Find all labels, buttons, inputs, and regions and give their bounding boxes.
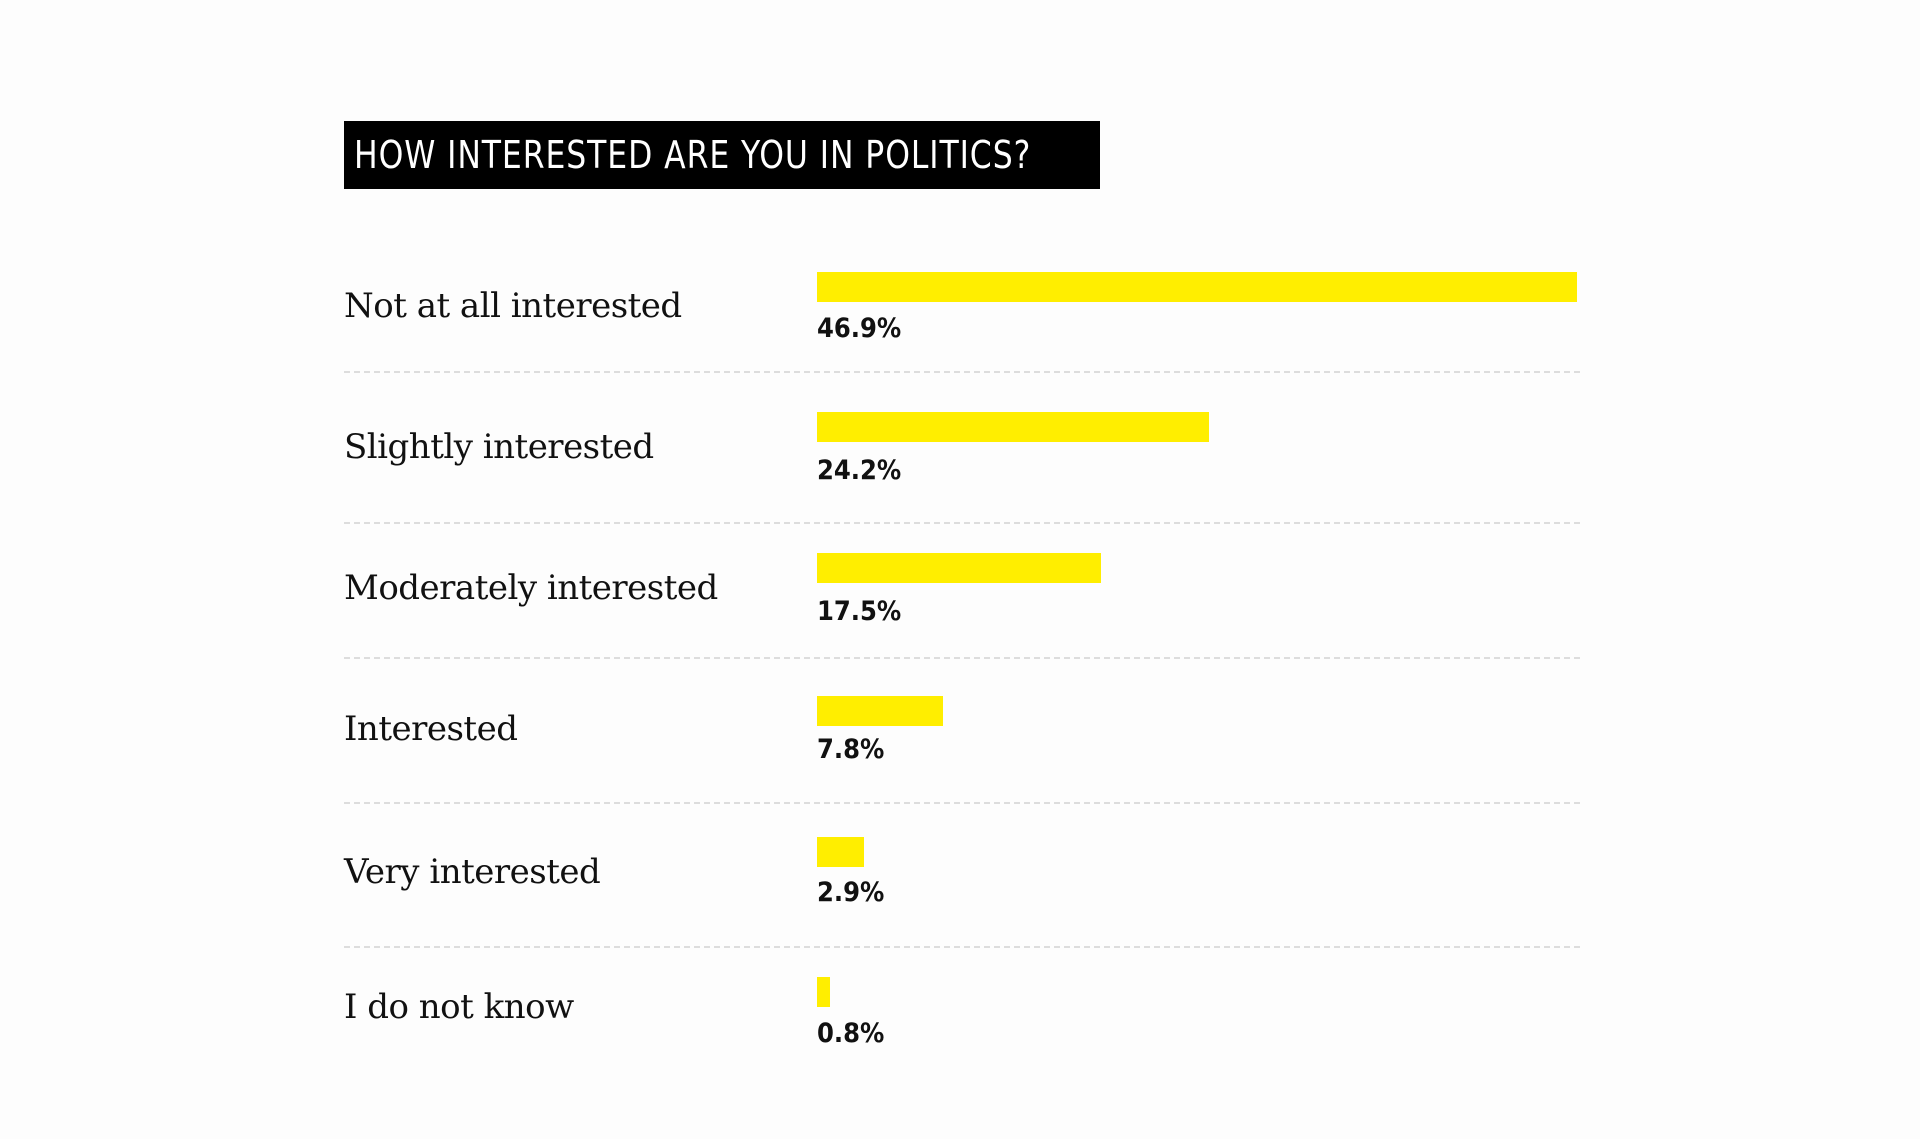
value-label: 24.2% <box>817 455 902 486</box>
value-label: 7.8% <box>817 734 885 765</box>
chart-title-box: HOW INTERESTED ARE YOU IN POLITICS? <box>344 121 1101 189</box>
category-label: Very interested <box>344 852 601 892</box>
row-divider <box>344 522 1580 524</box>
bar <box>817 272 1577 302</box>
chart-title: HOW INTERESTED ARE YOU IN POLITICS? <box>354 133 1032 177</box>
value-label: 46.9% <box>817 313 902 344</box>
row-divider <box>344 371 1580 373</box>
category-label: I do not know <box>344 987 574 1027</box>
category-label: Moderately interested <box>344 568 718 608</box>
row-divider <box>344 802 1580 804</box>
value-label: 2.9% <box>817 877 885 908</box>
value-label: 0.8% <box>817 1018 885 1049</box>
bar <box>817 977 830 1007</box>
bar <box>817 553 1101 583</box>
category-label: Not at all interested <box>344 286 682 326</box>
category-label: Interested <box>344 709 518 749</box>
bar <box>817 837 864 867</box>
category-label: Slightly interested <box>344 427 654 467</box>
value-label: 17.5% <box>817 596 902 627</box>
bar <box>817 696 944 726</box>
row-divider <box>344 946 1580 948</box>
bar <box>817 412 1210 442</box>
row-divider <box>344 657 1580 659</box>
